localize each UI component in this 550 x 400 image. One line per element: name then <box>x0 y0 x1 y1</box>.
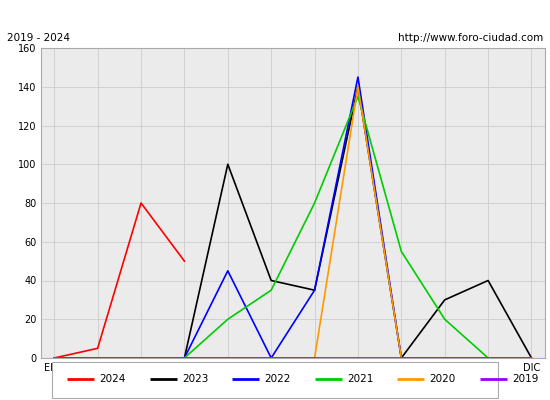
Text: 2021: 2021 <box>347 374 373 384</box>
Text: 2024: 2024 <box>100 374 125 384</box>
FancyBboxPatch shape <box>52 362 498 398</box>
Text: http://www.foro-ciudad.com: http://www.foro-ciudad.com <box>398 33 543 43</box>
Text: 2023: 2023 <box>182 374 208 384</box>
Text: 2020: 2020 <box>429 374 455 384</box>
Text: 2022: 2022 <box>264 374 290 384</box>
Text: 2019 - 2024: 2019 - 2024 <box>7 33 70 43</box>
Text: Evolucion Nº Turistas Nacionales en el municipio de Barcones: Evolucion Nº Turistas Nacionales en el m… <box>70 8 480 20</box>
Text: 2019: 2019 <box>512 374 538 384</box>
